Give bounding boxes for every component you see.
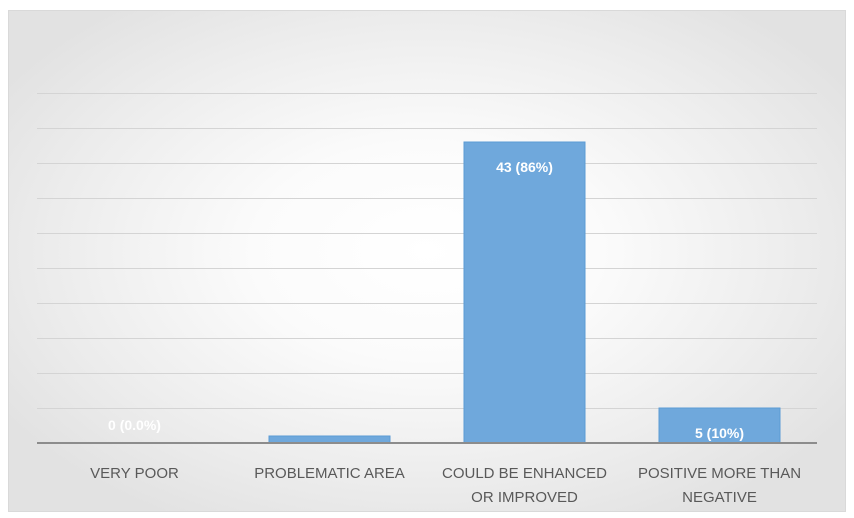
data-label: 5 (10%) [695,425,744,441]
data-label: 0 (0.0%) [108,417,161,433]
data-label: 43 (86%) [496,159,553,175]
x-tick-label: NEGATIVE [682,489,757,506]
x-tick-label: COULD BE ENHANCED [442,465,607,482]
x-tick-label: POSITIVE MORE THAN [638,465,801,482]
x-tick-label: VERY POOR [90,465,179,482]
bar [658,407,781,444]
x-tick-label: PROBLEMATIC AREA [254,465,405,482]
bar [268,435,391,444]
bar [463,141,586,444]
x-tick-label: OR IMPROVED [471,489,578,506]
